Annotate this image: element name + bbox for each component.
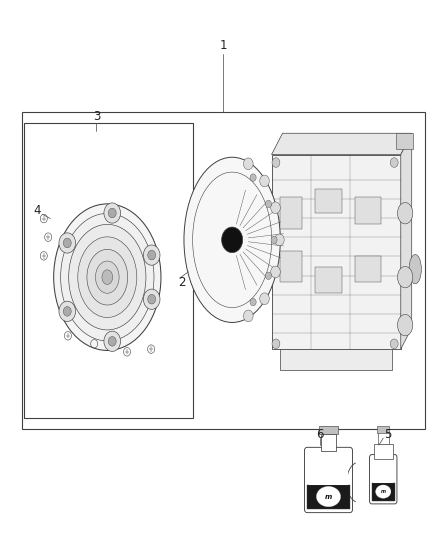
Ellipse shape (87, 249, 128, 305)
Ellipse shape (272, 339, 280, 349)
Ellipse shape (275, 234, 284, 246)
Ellipse shape (104, 331, 120, 351)
Text: 2: 2 (178, 276, 186, 289)
Ellipse shape (271, 266, 280, 278)
Bar (24, 123, 193, 418)
Ellipse shape (265, 200, 272, 208)
Bar (378, 432, 389, 443)
Ellipse shape (95, 261, 119, 293)
Bar (315, 266, 342, 293)
Ellipse shape (53, 204, 161, 351)
Ellipse shape (184, 157, 280, 322)
Bar (280, 197, 302, 229)
Ellipse shape (271, 202, 280, 214)
Ellipse shape (260, 175, 269, 187)
Ellipse shape (244, 310, 253, 322)
Ellipse shape (271, 236, 277, 244)
Ellipse shape (250, 298, 256, 306)
Text: 5: 5 (384, 428, 391, 441)
Bar (315, 189, 342, 213)
Ellipse shape (316, 487, 341, 507)
Ellipse shape (104, 203, 120, 223)
Text: 4: 4 (33, 204, 41, 217)
Bar (280, 251, 302, 282)
Ellipse shape (398, 203, 413, 224)
Ellipse shape (409, 255, 421, 284)
Ellipse shape (398, 314, 413, 336)
Ellipse shape (64, 238, 71, 248)
Text: 6: 6 (316, 428, 324, 441)
Polygon shape (280, 349, 392, 370)
Ellipse shape (143, 245, 160, 265)
FancyBboxPatch shape (370, 455, 397, 504)
Polygon shape (272, 133, 412, 155)
Text: m: m (381, 489, 386, 494)
Ellipse shape (398, 266, 413, 288)
Ellipse shape (148, 251, 155, 260)
Bar (272, 155, 401, 349)
Ellipse shape (78, 237, 137, 318)
Ellipse shape (59, 233, 76, 253)
Ellipse shape (390, 339, 398, 349)
Ellipse shape (244, 158, 253, 169)
Bar (321, 434, 336, 451)
Ellipse shape (69, 224, 146, 330)
FancyBboxPatch shape (304, 447, 353, 513)
Text: 3: 3 (93, 110, 100, 123)
Bar (309, 464, 348, 484)
Ellipse shape (64, 306, 71, 316)
Bar (373, 466, 393, 483)
Bar (372, 483, 395, 501)
Ellipse shape (250, 174, 256, 181)
Bar (374, 443, 393, 458)
Ellipse shape (265, 272, 272, 279)
Text: m: m (325, 494, 332, 499)
Ellipse shape (260, 293, 269, 304)
Polygon shape (401, 133, 412, 349)
Bar (377, 426, 389, 433)
Bar (396, 133, 413, 149)
Ellipse shape (390, 158, 398, 167)
Ellipse shape (108, 208, 116, 218)
Ellipse shape (59, 301, 76, 321)
Bar (355, 256, 381, 282)
Bar (355, 197, 381, 224)
Ellipse shape (222, 227, 243, 253)
Ellipse shape (143, 289, 160, 309)
Bar (319, 426, 338, 434)
Ellipse shape (60, 213, 154, 341)
Text: 1: 1 (219, 39, 227, 52)
Bar (22, 112, 425, 429)
Ellipse shape (108, 336, 116, 346)
Ellipse shape (148, 294, 155, 304)
Ellipse shape (375, 485, 391, 498)
Ellipse shape (102, 270, 113, 285)
Bar (307, 484, 350, 510)
Ellipse shape (272, 158, 280, 167)
